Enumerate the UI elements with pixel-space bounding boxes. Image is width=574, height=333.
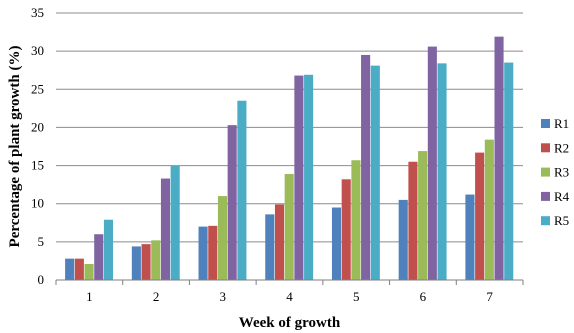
y-tick-label: 30 bbox=[31, 43, 44, 58]
bar-r5-week-5 bbox=[370, 65, 380, 280]
x-tick-label: 5 bbox=[353, 289, 360, 304]
legend-label-r3: R3 bbox=[554, 165, 569, 180]
legend-swatch-r3 bbox=[541, 167, 550, 177]
bar-r1-week-1 bbox=[65, 258, 75, 280]
x-tick-label: 3 bbox=[220, 289, 227, 304]
legend-swatch-r1 bbox=[541, 119, 550, 128]
bar-r5-week-7 bbox=[504, 62, 514, 281]
x-tick-label: 1 bbox=[86, 289, 93, 304]
bars bbox=[65, 36, 514, 281]
bar-r1-week-4 bbox=[265, 214, 275, 280]
bar-r1-week-7 bbox=[465, 194, 475, 280]
bar-r3-week-5 bbox=[351, 160, 361, 280]
bar-r4-week-3 bbox=[227, 125, 237, 280]
bar-r3-week-6 bbox=[418, 151, 428, 280]
bar-r1-week-5 bbox=[331, 207, 342, 280]
legend-swatch-r2 bbox=[541, 143, 550, 153]
bar-r2-week-6 bbox=[408, 161, 418, 280]
bar-r5-week-1 bbox=[103, 219, 114, 280]
bar-r1-week-2 bbox=[131, 246, 141, 280]
bar-r4-week-7 bbox=[494, 36, 504, 280]
legend-swatch-r5 bbox=[541, 216, 550, 226]
bar-r4-week-2 bbox=[160, 178, 171, 280]
bar-r2-week-4 bbox=[274, 204, 285, 280]
legend-label-r2: R2 bbox=[554, 140, 569, 155]
legend-label-r5: R5 bbox=[554, 213, 569, 228]
x-tick-label: 6 bbox=[420, 289, 427, 304]
y-axis-title: Percentage of plant growth (%) bbox=[7, 46, 23, 248]
y-tick-label: 15 bbox=[31, 158, 44, 173]
bar-r3-week-4 bbox=[284, 173, 294, 280]
bar-r1-week-6 bbox=[398, 199, 408, 280]
x-tick-labels: 1 2 3 4 5 6 7 bbox=[55, 280, 524, 304]
bar-r4-week-5 bbox=[361, 54, 371, 281]
legend-swatch-r4 bbox=[541, 191, 550, 201]
bar-r2-week-7 bbox=[475, 152, 485, 280]
bar-r4-week-1 bbox=[94, 234, 104, 280]
y-tick-label: 0 bbox=[38, 272, 45, 287]
bar-r2-week-3 bbox=[208, 225, 218, 280]
x-tick-label: 2 bbox=[153, 289, 160, 304]
bar-r5-week-4 bbox=[304, 74, 314, 280]
bar-r1-week-3 bbox=[198, 226, 208, 280]
y-tick-label: 5 bbox=[38, 234, 45, 249]
x-axis-title: Week of growth bbox=[239, 315, 341, 331]
y-tick-label: 10 bbox=[31, 196, 44, 211]
bar-r3-week-7 bbox=[484, 139, 494, 280]
gridlines bbox=[56, 12, 523, 243]
bar-r5-week-2 bbox=[170, 165, 180, 280]
y-tick-label: 25 bbox=[31, 81, 44, 96]
bar-r3-week-2 bbox=[151, 240, 161, 280]
legend-label-r1: R1 bbox=[554, 116, 569, 131]
bar-r4-week-6 bbox=[427, 46, 437, 280]
bar-r3-week-3 bbox=[217, 196, 228, 280]
x-tick-label: 4 bbox=[286, 289, 293, 304]
legend: R1 R2 R3 R4 R5 bbox=[541, 116, 570, 228]
y-tick-labels: 0 5 10 15 20 25 30 35 bbox=[31, 5, 44, 287]
y-tick-label: 20 bbox=[31, 119, 44, 134]
bar-r2-week-5 bbox=[341, 179, 351, 280]
bar-r2-week-2 bbox=[141, 244, 151, 280]
bar-r3-week-1 bbox=[84, 263, 94, 280]
bar-r5-week-3 bbox=[237, 100, 247, 280]
bar-r2-week-1 bbox=[74, 258, 84, 280]
y-tick-label: 35 bbox=[31, 5, 44, 20]
bar-r4-week-4 bbox=[294, 75, 304, 280]
legend-label-r4: R4 bbox=[554, 189, 570, 204]
bar-r5-week-6 bbox=[437, 63, 447, 280]
x-tick-label: 7 bbox=[486, 289, 493, 304]
